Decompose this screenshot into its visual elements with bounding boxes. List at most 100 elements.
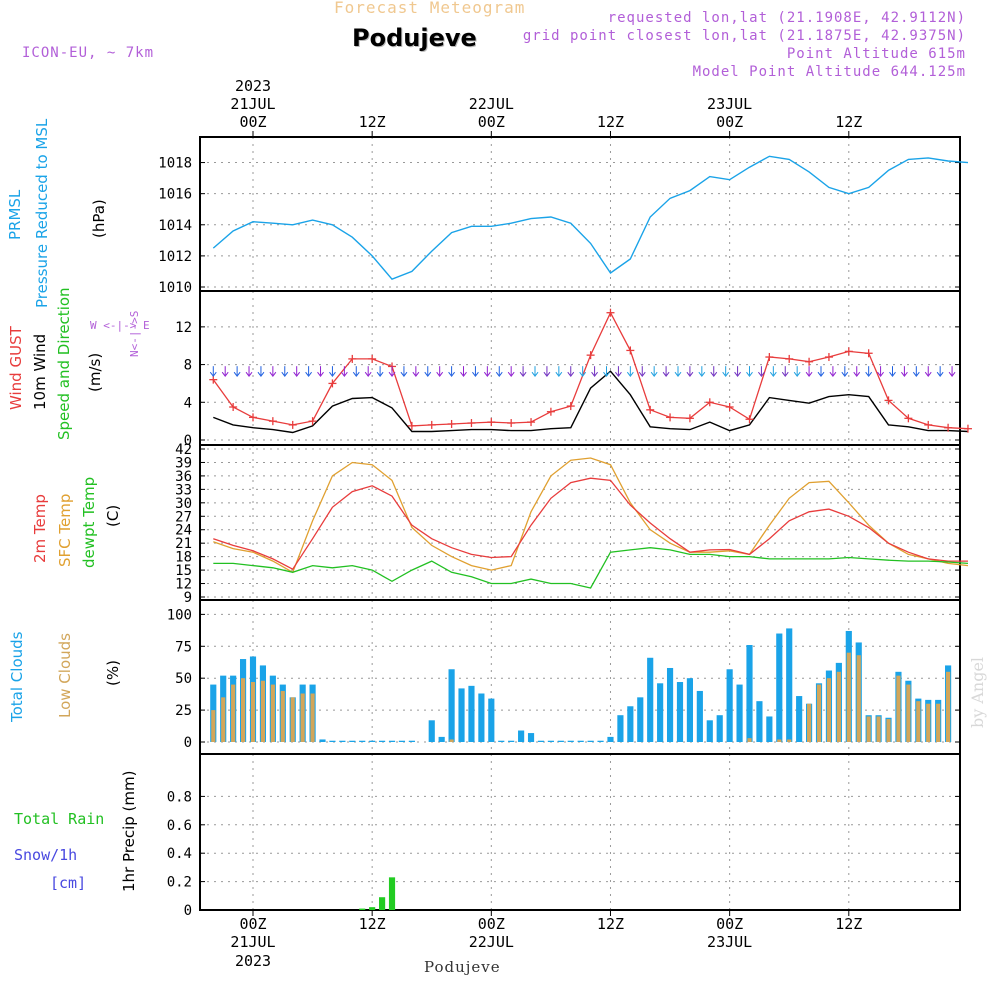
- gust-marker: [527, 418, 536, 427]
- bottom-time-tick: 12Z: [597, 915, 624, 933]
- gust-marker: [646, 405, 655, 414]
- low-cloud-bar: [816, 684, 822, 742]
- y-tick-label: 0.8: [167, 789, 192, 805]
- gust-marker: [745, 415, 754, 424]
- y-tick-label: 0: [184, 903, 192, 919]
- requested-coords: requested lon,lat (21.1908E, 42.9112N): [607, 10, 966, 26]
- y-tick-label: 12: [175, 577, 192, 593]
- wind-direction-arrow: [698, 366, 706, 378]
- low-cloud-bar: [926, 703, 931, 742]
- y-tick-label: 9: [184, 590, 192, 606]
- model-label: ICON-EU, ~ 7km: [22, 45, 155, 61]
- gust-marker: [229, 403, 238, 411]
- total-cloud-bar: [349, 740, 356, 742]
- wind-direction-arrow: [615, 366, 622, 378]
- bottom-time-tick: 00Z: [239, 915, 266, 933]
- top-time-tick: 00Z: [239, 113, 266, 131]
- gust-marker: [963, 424, 972, 433]
- wind-direction-arrow: [221, 366, 229, 378]
- gust-marker: [785, 354, 794, 363]
- total-cloud-bar: [696, 690, 703, 742]
- total-cloud-bar: [359, 740, 366, 742]
- y-tick-label: 100: [167, 607, 192, 623]
- wind-direction-arrow: [638, 366, 646, 378]
- total-cloud-bar: [706, 720, 713, 742]
- gust-marker: [666, 413, 675, 422]
- low-cloud-bar: [946, 671, 951, 742]
- gust-marker: [546, 407, 555, 416]
- total-cloud-bar: [776, 633, 783, 742]
- bottom-day-label: 22JUL: [469, 933, 514, 951]
- wind-direction-arrow: [519, 366, 527, 378]
- wind-direction-arrow: [829, 366, 837, 378]
- y-tick-label: 21: [175, 536, 192, 552]
- precip-bar: [388, 877, 396, 910]
- gust-marker: [844, 347, 853, 356]
- wind-direction-arrow: [448, 366, 456, 378]
- wind-direction-arrow: [948, 366, 956, 378]
- y-tick-label: 36: [175, 469, 192, 485]
- low-cloud-bar: [787, 739, 792, 742]
- total-cloud-bar: [428, 720, 435, 742]
- wind-direction-arrow: [400, 366, 408, 378]
- y-tick-label: 1012: [158, 249, 192, 265]
- wind-direction-arrow: [567, 366, 575, 378]
- y-tick-label: 0: [184, 735, 192, 751]
- total-cloud-bar: [547, 740, 554, 742]
- total-cloud-bar: [796, 696, 803, 742]
- total-cloud-bar: [676, 682, 684, 742]
- total-cloud-bar: [716, 715, 723, 742]
- gust-marker: [268, 417, 277, 426]
- wind-direction-arrow: [424, 366, 432, 378]
- low-cloud-bar: [896, 675, 901, 742]
- total-cloud-bar: [607, 736, 614, 742]
- gust-marker: [685, 414, 694, 423]
- gust-marker: [725, 403, 734, 411]
- low-cloud-bar: [260, 680, 266, 742]
- meteogram-title: Forecast Meteogram: [334, 0, 526, 17]
- panel-1-grid: [200, 291, 960, 445]
- gust-marker: [805, 357, 814, 366]
- bottom-time-tick: 00Z: [478, 915, 505, 933]
- total-cloud-bar: [666, 667, 674, 742]
- gust-marker: [884, 396, 893, 405]
- panel-4-grid: [200, 754, 960, 911]
- wind-direction-arrow: [662, 366, 670, 378]
- snow-label: Snow/1h: [14, 846, 78, 864]
- gust-marker: [447, 419, 456, 428]
- low-cloud-bar: [240, 678, 246, 742]
- top-time-tick: 12Z: [359, 113, 386, 131]
- wind-direction-arrow: [531, 366, 539, 378]
- top-day-label: 23JUL: [707, 95, 752, 113]
- low-cloud-bar: [886, 719, 891, 742]
- precip-bar: [379, 897, 386, 910]
- total-cloud-bar: [379, 740, 386, 742]
- wind-direction-arrow: [853, 366, 861, 378]
- gust-marker: [288, 420, 297, 429]
- gust-marker: [944, 423, 953, 432]
- gust-marker: [586, 351, 595, 360]
- wind-direction-arrow: [483, 366, 491, 378]
- top-day-label: 22JUL: [469, 95, 514, 113]
- low-cloud-bar: [270, 684, 275, 742]
- total-cloud-bar: [498, 740, 505, 742]
- total-cloud-bar: [478, 693, 485, 742]
- wind-direction-arrow: [257, 366, 265, 378]
- total-cloud-bar: [736, 684, 743, 742]
- rain-label: Total Rain: [14, 810, 105, 828]
- total-cloud-bar: [766, 716, 773, 742]
- wind-direction-arrow: [293, 366, 301, 378]
- wind-direction-arrow: [769, 366, 777, 378]
- gust-marker: [407, 421, 416, 430]
- top-time-tick: 12Z: [835, 113, 862, 131]
- total-cloud-bar: [537, 740, 545, 742]
- point-altitude: Point Altitude 615m: [786, 46, 966, 62]
- y-tick-label: 30: [175, 496, 192, 512]
- wind-direction-arrow: [924, 366, 932, 378]
- gust-marker: [467, 419, 476, 428]
- gust-marker: [566, 402, 575, 411]
- total-cloud-bar: [388, 740, 396, 742]
- panel-2-frame: [199, 444, 961, 601]
- wind-direction-arrow: [281, 366, 289, 378]
- wind-direction-arrow: [793, 366, 801, 378]
